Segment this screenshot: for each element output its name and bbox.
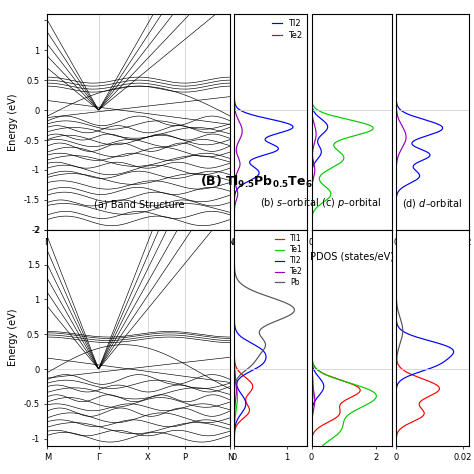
Text: $\mathbf{(B)\ Tl_{9.5}Pb_{0.5}Te_6}$: $\mathbf{(B)\ Tl_{9.5}Pb_{0.5}Te_6}$ bbox=[200, 173, 312, 190]
Text: (a) Band Structure: (a) Band Structure bbox=[93, 200, 184, 210]
Legend: Tl2, Te2: Tl2, Te2 bbox=[271, 18, 303, 41]
Y-axis label: Energy (eV): Energy (eV) bbox=[8, 309, 18, 366]
Y-axis label: Energy (eV): Energy (eV) bbox=[8, 93, 18, 151]
Text: Γ: Γ bbox=[225, 231, 230, 240]
Text: (d) $d$–orbital: (d) $d$–orbital bbox=[402, 197, 463, 210]
Text: (b) $s$–orbital (c) $p$–orbital: (b) $s$–orbital (c) $p$–orbital bbox=[259, 196, 381, 210]
Legend: Tl1, Te1, Tl2, Te2, Pb: Tl1, Te1, Tl2, Te2, Pb bbox=[274, 234, 304, 288]
Text: PDOS (states/eV): PDOS (states/eV) bbox=[310, 251, 394, 261]
Text: 0: 0 bbox=[235, 233, 240, 242]
